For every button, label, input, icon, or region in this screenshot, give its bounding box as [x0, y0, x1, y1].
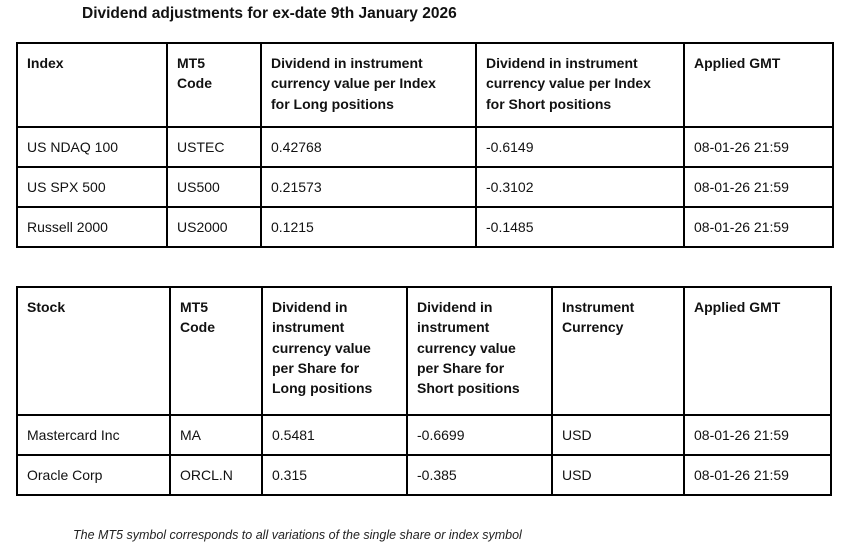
index-dividends-table: Index MT5 Code Dividend in instrument cu… — [16, 42, 834, 248]
currency-cell: USD — [551, 454, 685, 496]
applied-gmt-cell: 08-01-26 21:59 — [683, 206, 834, 248]
table-row: Oracle Corp ORCL.N 0.315 -0.385 USD 08-0… — [16, 454, 832, 496]
table-row: US NDAQ 100 USTEC 0.42768 -0.6149 08-01-… — [16, 126, 834, 168]
mt5-code-cell: US2000 — [166, 206, 262, 248]
table-row: US SPX 500 US500 0.21573 -0.3102 08-01-2… — [16, 166, 834, 208]
long-dividend-cell: 0.5481 — [261, 414, 408, 456]
short-dividend-cell: -0.6699 — [406, 414, 553, 456]
index-name-cell: US NDAQ 100 — [16, 126, 168, 168]
mt5-code-column-header: MT5 Code — [169, 286, 263, 416]
mt5-code-cell: US500 — [166, 166, 262, 208]
stock-name-cell: Mastercard Inc — [16, 414, 171, 456]
table-row: Russell 2000 US2000 0.1215 -0.1485 08-01… — [16, 206, 834, 248]
applied-gmt-cell: 08-01-26 21:59 — [683, 454, 832, 496]
applied-gmt-cell: 08-01-26 21:59 — [683, 166, 834, 208]
long-dividend-cell: 0.315 — [261, 454, 408, 496]
short-dividend-cell: -0.1485 — [475, 206, 685, 248]
page-title: Dividend adjustments for ex-date 9th Jan… — [82, 5, 457, 22]
long-dividend-cell: 0.42768 — [260, 126, 477, 168]
index-name-cell: Russell 2000 — [16, 206, 168, 248]
long-dividend-cell: 0.1215 — [260, 206, 477, 248]
short-positions-column-header: Dividend in instrument currency value pe… — [406, 286, 553, 416]
short-dividend-cell: -0.385 — [406, 454, 553, 496]
instrument-currency-column-header: Instrument Currency — [551, 286, 685, 416]
short-dividend-cell: -0.6149 — [475, 126, 685, 168]
mt5-code-cell: ORCL.N — [169, 454, 263, 496]
currency-cell: USD — [551, 414, 685, 456]
table-row: Mastercard Inc MA 0.5481 -0.6699 USD 08-… — [16, 414, 832, 456]
stock-table-header-row: Stock MT5 Code Dividend in instrument cu… — [16, 286, 832, 416]
applied-gmt-column-header: Applied GMT — [683, 286, 832, 416]
stock-dividends-table: Stock MT5 Code Dividend in instrument cu… — [16, 286, 832, 496]
index-table-header-row: Index MT5 Code Dividend in instrument cu… — [16, 42, 834, 128]
index-name-cell: US SPX 500 — [16, 166, 168, 208]
long-positions-column-header: Dividend in instrument currency value pe… — [260, 42, 477, 128]
footnote: The MT5 symbol corresponds to all variat… — [73, 528, 522, 542]
stock-column-header: Stock — [16, 286, 171, 416]
index-column-header: Index — [16, 42, 168, 128]
applied-gmt-column-header: Applied GMT — [683, 42, 834, 128]
mt5-code-cell: USTEC — [166, 126, 262, 168]
stock-name-cell: Oracle Corp — [16, 454, 171, 496]
long-positions-column-header: Dividend in instrument currency value pe… — [261, 286, 408, 416]
short-dividend-cell: -0.3102 — [475, 166, 685, 208]
long-dividend-cell: 0.21573 — [260, 166, 477, 208]
mt5-code-cell: MA — [169, 414, 263, 456]
applied-gmt-cell: 08-01-26 21:59 — [683, 414, 832, 456]
mt5-code-column-header: MT5 Code — [166, 42, 262, 128]
applied-gmt-cell: 08-01-26 21:59 — [683, 126, 834, 168]
short-positions-column-header: Dividend in instrument currency value pe… — [475, 42, 685, 128]
